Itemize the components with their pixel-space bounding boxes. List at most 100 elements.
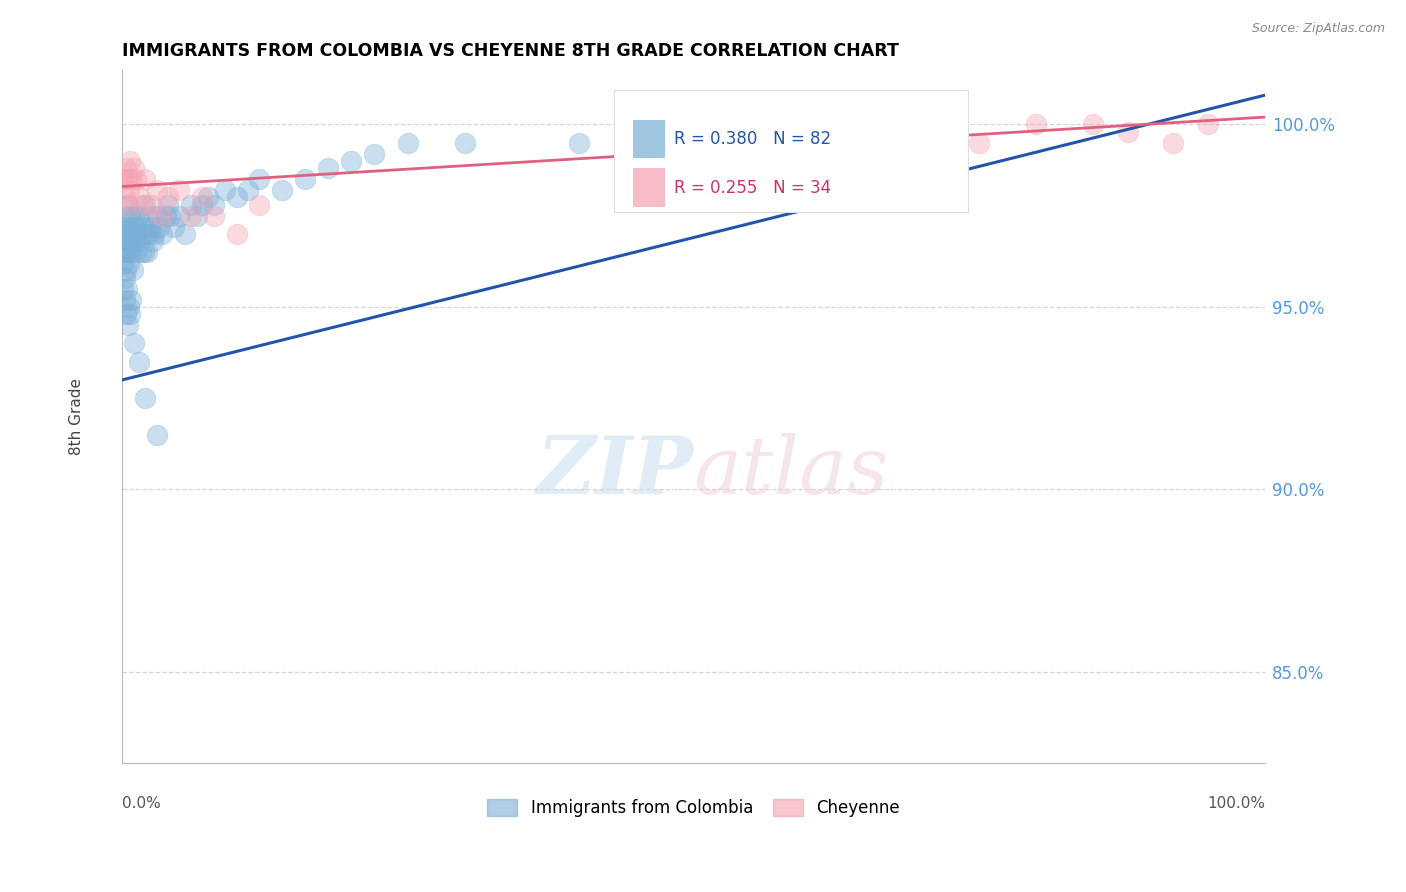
Point — [114, 219, 136, 234]
Point — [118, 256, 141, 270]
Point — [139, 219, 162, 234]
Point — [169, 183, 191, 197]
Text: 8th Grade: 8th Grade — [69, 378, 84, 455]
Point — [740, 146, 762, 161]
Point — [202, 197, 225, 211]
Point — [150, 227, 173, 241]
Point — [114, 263, 136, 277]
Point — [139, 197, 162, 211]
Point — [121, 219, 143, 234]
Point — [122, 209, 145, 223]
Point — [340, 153, 363, 168]
Point — [124, 227, 146, 241]
Point — [159, 209, 181, 223]
Point — [568, 136, 591, 150]
Point — [122, 161, 145, 176]
Point — [236, 183, 259, 197]
Point — [121, 245, 143, 260]
Point — [249, 197, 271, 211]
Point — [114, 270, 136, 285]
Point — [1197, 117, 1219, 131]
Point — [129, 245, 152, 260]
Point — [363, 146, 385, 161]
Point — [122, 234, 145, 248]
Point — [115, 197, 138, 211]
Point — [169, 209, 191, 223]
Point — [117, 197, 139, 211]
Point — [148, 219, 170, 234]
Point — [125, 245, 148, 260]
Point — [128, 190, 150, 204]
FancyBboxPatch shape — [633, 120, 665, 158]
Point — [180, 209, 202, 223]
Point — [112, 282, 135, 296]
Text: R = 0.255   N = 34: R = 0.255 N = 34 — [673, 178, 831, 196]
Legend: Immigrants from Colombia, Cheyenne: Immigrants from Colombia, Cheyenne — [481, 793, 907, 824]
Point — [115, 227, 138, 241]
Point — [396, 136, 419, 150]
Point — [112, 219, 135, 234]
Point — [121, 227, 143, 241]
FancyBboxPatch shape — [613, 90, 967, 211]
Point — [114, 161, 136, 176]
Point — [1083, 117, 1105, 131]
Point — [202, 209, 225, 223]
Point — [186, 209, 208, 223]
Point — [118, 300, 141, 314]
Point — [214, 183, 236, 197]
Point — [136, 245, 159, 260]
Point — [115, 282, 138, 296]
Point — [117, 318, 139, 333]
Point — [112, 245, 135, 260]
Point — [120, 153, 142, 168]
Point — [225, 227, 247, 241]
Point — [128, 354, 150, 368]
Point — [142, 234, 165, 248]
Point — [138, 209, 160, 223]
FancyBboxPatch shape — [633, 169, 665, 207]
Point — [889, 117, 911, 131]
Point — [114, 293, 136, 307]
Point — [271, 183, 294, 197]
Point — [121, 293, 143, 307]
Text: 0.0%: 0.0% — [122, 797, 162, 811]
Point — [135, 227, 157, 241]
Point — [1163, 136, 1185, 150]
Point — [114, 234, 136, 248]
Text: R = 0.380   N = 82: R = 0.380 N = 82 — [673, 130, 831, 148]
Point — [127, 219, 149, 234]
Point — [225, 190, 247, 204]
Point — [118, 227, 141, 241]
Point — [134, 172, 156, 186]
Point — [145, 427, 167, 442]
Point — [114, 227, 136, 241]
Text: 100.0%: 100.0% — [1206, 797, 1265, 811]
Point — [112, 234, 135, 248]
Point — [967, 136, 990, 150]
Point — [139, 227, 162, 241]
Point — [150, 209, 173, 223]
Point — [191, 197, 214, 211]
Point — [853, 117, 876, 131]
Point — [145, 209, 167, 223]
Point — [131, 227, 153, 241]
Point — [773, 136, 796, 150]
Point — [122, 336, 145, 351]
Point — [1025, 117, 1047, 131]
Point — [117, 245, 139, 260]
Point — [249, 172, 271, 186]
Point — [132, 197, 155, 211]
Point — [134, 197, 156, 211]
Point — [114, 245, 136, 260]
Point — [125, 172, 148, 186]
Point — [145, 183, 167, 197]
Point — [1116, 125, 1139, 139]
Point — [132, 245, 155, 260]
Point — [120, 209, 142, 223]
Point — [114, 190, 136, 204]
Point — [112, 172, 135, 186]
Text: Source: ZipAtlas.com: Source: ZipAtlas.com — [1251, 22, 1385, 36]
Point — [134, 391, 156, 405]
Point — [127, 234, 149, 248]
Point — [121, 172, 143, 186]
